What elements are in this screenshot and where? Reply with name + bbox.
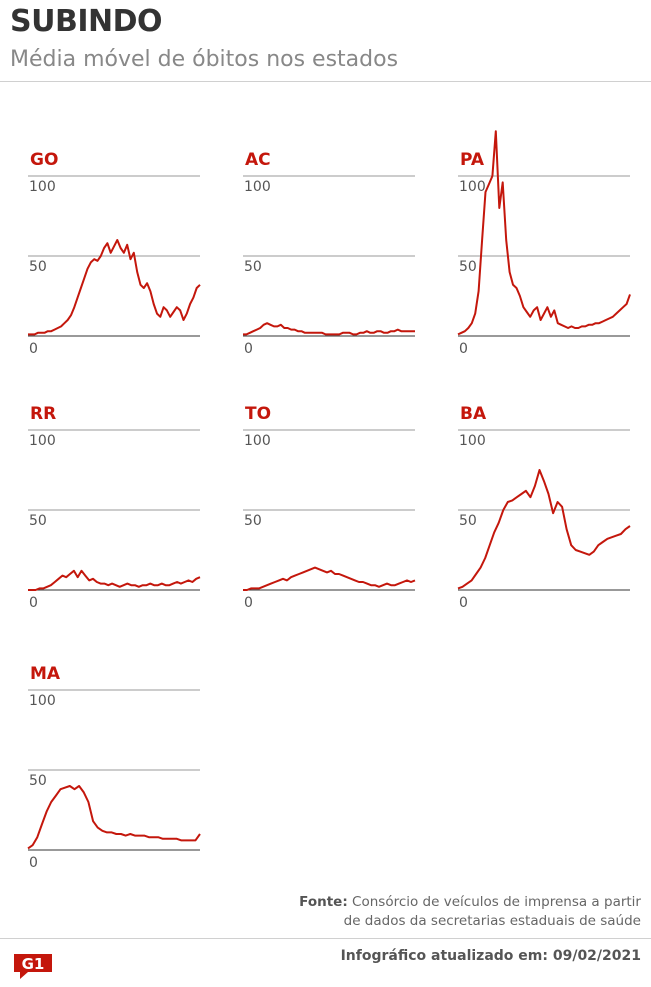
chart-panel-ma: MA 100 50 0	[27, 664, 228, 884]
y-tick-label: 50	[244, 513, 262, 529]
chart-go: 100 50 0	[28, 175, 201, 357]
y-tick-label: 50	[244, 259, 262, 275]
chart-to: 100 50 0	[243, 429, 416, 611]
y-tick-label: 50	[29, 773, 47, 789]
page-subtitle: Média móvel de óbitos nos estados	[10, 47, 399, 72]
series-line	[28, 239, 201, 336]
footer-divider	[0, 938, 651, 939]
chart-panel-ba: BA 100 50 0	[457, 404, 651, 624]
series-line	[457, 469, 631, 590]
y-tick-label: 100	[29, 179, 56, 195]
source-note: Fonte: Consórcio de veículos de imprensa…	[241, 893, 641, 931]
y-tick-label: 0	[29, 341, 38, 357]
page-title: SUBINDO	[10, 4, 163, 39]
y-tick-label: 100	[244, 179, 271, 195]
source-label: Fonte:	[299, 894, 348, 910]
chart-rr: 100 50 0	[28, 429, 201, 611]
y-tick-label: 0	[244, 595, 253, 611]
chart-ac: 100 50 0	[243, 175, 415, 357]
y-tick-label: 100	[29, 693, 56, 709]
series-line	[27, 785, 201, 850]
g1-logo: G1	[14, 954, 52, 979]
y-tick-label: 0	[459, 341, 468, 357]
state-label: PA	[460, 150, 485, 170]
y-tick-label: 100	[459, 179, 486, 195]
y-tick-label: 50	[29, 513, 47, 529]
state-label: GO	[30, 150, 59, 170]
chart-panel-go: GO 100 50 0	[28, 150, 228, 370]
state-label: BA	[460, 404, 487, 424]
logo-badge	[14, 954, 52, 979]
y-tick-label: 100	[29, 433, 56, 449]
chart-panel-to: TO 100 50 0	[243, 404, 443, 624]
series-line	[457, 130, 631, 336]
series-line	[243, 322, 415, 336]
updated-date: 09/02/2021	[552, 948, 641, 964]
chart-ma: 100 50 0	[27, 689, 201, 871]
state-label: MA	[30, 664, 61, 684]
y-tick-label: 50	[459, 513, 477, 529]
updated-label: Infográfico atualizado em:	[340, 948, 548, 964]
y-tick-label: 50	[29, 259, 47, 275]
state-label: RR	[30, 404, 57, 424]
source-line-1: Consórcio de veículos de imprensa a part…	[352, 894, 641, 910]
chart-panel-ac: AC 100 50 0	[243, 150, 443, 370]
y-tick-label: 100	[244, 433, 271, 449]
chart-pa: 100 50 0	[457, 130, 631, 357]
y-tick-label: 0	[29, 855, 38, 871]
chart-panel-pa: PA 100 50 0	[457, 130, 651, 370]
chart-ba: 100 50 0	[457, 429, 631, 611]
chart-panel-rr: RR 100 50 0	[28, 404, 228, 624]
y-tick-label: 0	[244, 341, 253, 357]
header-divider	[0, 81, 651, 82]
series-line	[243, 566, 416, 591]
source-line-2: de dados da secretarias estaduais de saú…	[343, 913, 641, 929]
y-tick-label: 0	[29, 595, 38, 611]
state-label: AC	[245, 150, 271, 170]
state-label: TO	[245, 404, 272, 424]
updated-note: Infográfico atualizado em: 09/02/2021	[341, 948, 641, 964]
series-line	[28, 569, 201, 591]
y-tick-label: 50	[459, 259, 477, 275]
logo-text: G1	[22, 955, 45, 973]
y-tick-label: 0	[459, 595, 468, 611]
y-tick-label: 100	[459, 433, 486, 449]
